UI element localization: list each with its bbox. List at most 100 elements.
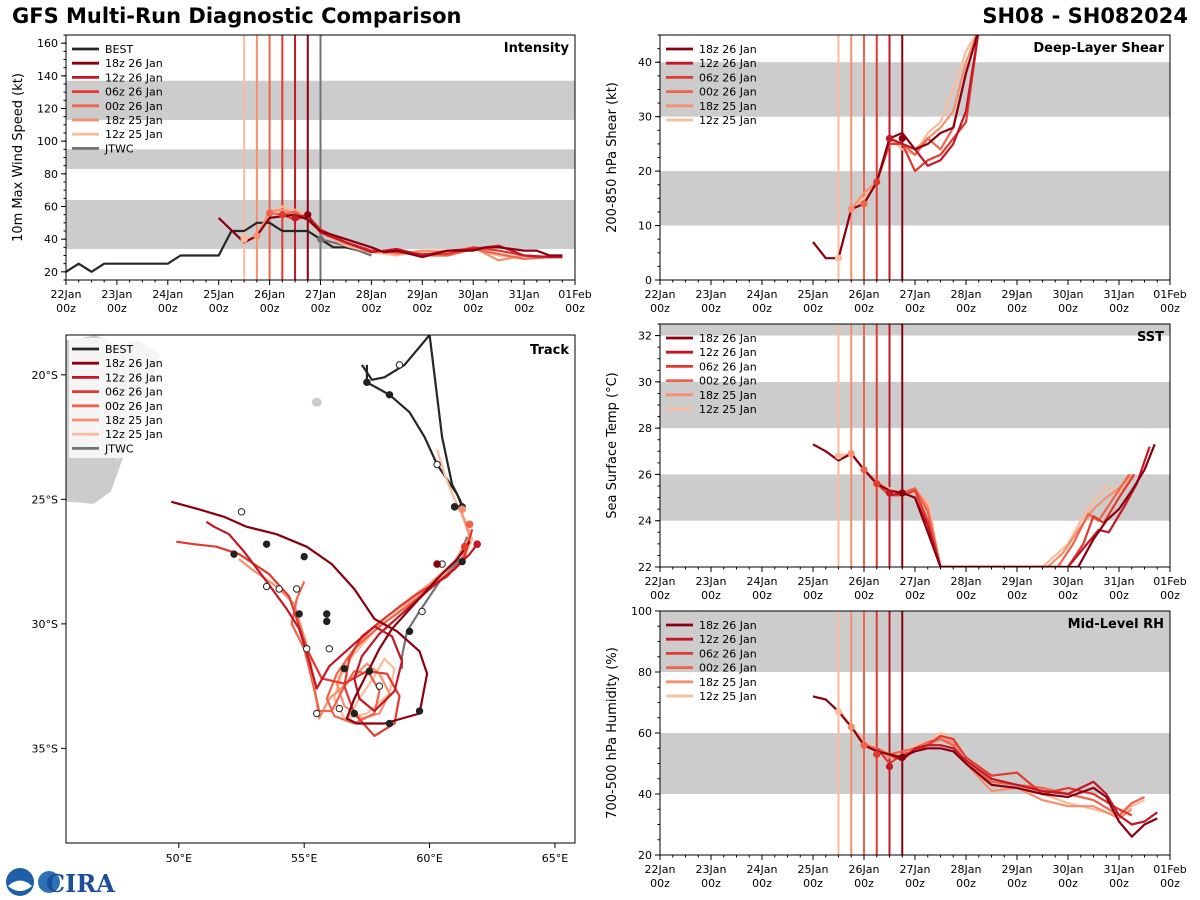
y-tick-label: 32 [638, 330, 652, 343]
marker-18z-26-jan [898, 489, 906, 497]
legend-background [69, 338, 177, 458]
legend-label-12z-26-jan: 12z 26 Jan [699, 346, 757, 359]
marker-06z-26-jan [873, 750, 881, 758]
track-06z-26-jan [176, 528, 474, 738]
x-tick-label-hour: 00z [412, 302, 432, 315]
x-tick-label-date: 28Jan [951, 863, 982, 876]
cira-globe-icon [38, 871, 60, 893]
y-tick-label: 140 [37, 70, 58, 83]
track-point [292, 585, 301, 593]
track-point [418, 607, 426, 616]
x-tick-label-date: 25Jan [798, 575, 829, 588]
shaded-band-2 [660, 324, 1170, 336]
x-tick-label-hour: 00z [209, 302, 229, 315]
x-tick-label-date: 30Jan [1053, 863, 1084, 876]
series-18z-26-jan [217, 213, 563, 259]
y-tick-label: 80 [44, 168, 58, 181]
legend-label-00z-26-jan: 00z 26 Jan [699, 662, 757, 675]
marker-12z-25-jan [834, 708, 843, 716]
x-tick-label-hour: 00z [956, 877, 976, 890]
x-tick-label-hour: 00z [650, 302, 670, 315]
marker-12z-26-jan [885, 762, 894, 771]
x-tick-label-hour: 00z [1109, 589, 1129, 602]
marker-12z-26-jan [885, 134, 894, 143]
y-axis-label: 700-500 hPa Humidity (%) [605, 647, 620, 819]
x-tick-label: 65°E [542, 852, 568, 865]
x-tick-label-date: 25Jan [798, 288, 829, 301]
x-tick-label-hour: 00z [854, 589, 874, 602]
shaded-band-1 [660, 62, 1170, 117]
x-tick-label-hour: 00z [752, 302, 772, 315]
x-tick-label-date: 31Jan [1104, 863, 1135, 876]
track-init-18z-26-jan [433, 560, 441, 568]
track-00z-26-jan [290, 543, 469, 725]
legend-label-00z-26-jan: 00z 26 Jan [105, 100, 163, 113]
legend-label-18z-26-jan: 18z 26 Jan [699, 619, 757, 632]
marker-00z-26-jan [860, 741, 868, 749]
intensity-panel: 2040608010012014016022Jan00z23Jan00z24Ja… [11, 34, 592, 315]
y-tick-label: 30 [638, 111, 652, 124]
x-tick-label-date: 30Jan [458, 288, 489, 301]
track-point [323, 617, 331, 626]
x-tick-label-hour: 00z [1058, 589, 1078, 602]
panel-title: Deep-Layer Shear [1033, 41, 1164, 56]
x-tick-label-date: 29Jan [1002, 863, 1033, 876]
track-point [335, 704, 344, 713]
x-tick-label-date: 24Jan [152, 288, 183, 301]
x-tick-label-hour: 00z [650, 877, 670, 890]
marker-00z-26-jan [860, 200, 868, 208]
legend-label-18z-25-jan: 18z 25 Jan [105, 114, 163, 127]
y-axis-label: 10m Max Wind Speed (kt) [11, 73, 26, 242]
series-18z-26-jan [812, 695, 1158, 838]
y-tick-label: 30°S [32, 618, 58, 631]
x-tick-label-hour: 00z [701, 302, 721, 315]
x-tick-label-hour: 00z [1160, 877, 1180, 890]
y-axis-label: Sea Surface Temp (°C) [605, 372, 620, 519]
y-tick-label: 100 [631, 605, 652, 618]
x-tick-label-date: 29Jan [407, 288, 438, 301]
x-tick-label-date: 28Jan [356, 288, 387, 301]
track-point [458, 557, 466, 566]
track-point [300, 552, 308, 561]
x-tick-label-date: 23Jan [696, 575, 727, 588]
x-tick-label-date: 22Jan [645, 863, 676, 876]
marker-12z-25-jan [834, 452, 843, 460]
y-tick-label: 35°S [32, 742, 58, 755]
marker-18z-25-jan [847, 723, 855, 731]
y-tick-label: 10 [638, 220, 652, 233]
track-point [237, 508, 246, 516]
x-tick-label-date: 01Feb [1153, 575, 1186, 588]
x-tick-label-date: 29Jan [1002, 575, 1033, 588]
track-18z-25-jan [238, 506, 471, 720]
legend-label-18z-25-jan: 18z 25 Jan [699, 100, 757, 113]
x-tick-label-date: 31Jan [1104, 288, 1135, 301]
track-point [262, 582, 271, 591]
legend-label-12z-25-jan: 12z 25 Jan [699, 114, 757, 127]
x-tick-label-hour: 00z [803, 589, 823, 602]
x-tick-label-hour: 00z [56, 302, 76, 315]
legend-label-00z-26-jan: 00z 26 Jan [105, 400, 163, 413]
marker-18z-25-jan [847, 450, 855, 458]
marker-jtwc [316, 235, 325, 243]
y-tick-label: 20 [44, 266, 58, 279]
legend-label-18z-26-jan: 18z 26 Jan [699, 332, 757, 345]
x-tick-label-date: 24Jan [747, 575, 778, 588]
y-tick-label: 22 [638, 561, 652, 574]
x-tick-label-hour: 00z [1160, 589, 1180, 602]
legend-label-12z-26-jan: 12z 26 Jan [699, 633, 757, 646]
x-tick-label-hour: 00z [956, 589, 976, 602]
noaa-cira-logo: CIRA [6, 868, 115, 898]
track-point [363, 378, 371, 387]
legend-label-00z-26-jan: 00z 26 Jan [699, 86, 757, 99]
x-tick-label-hour: 00z [854, 877, 874, 890]
legend-label-12z-25-jan: 12z 25 Jan [699, 690, 757, 703]
marker-00z-26-jan [860, 466, 868, 474]
series-18z-25-jan [850, 726, 1133, 820]
legend-label-jtwc: JTWC [104, 142, 134, 155]
marker-12z-26-jan [291, 214, 299, 222]
shaded-band-1 [660, 381, 1170, 429]
track-point [325, 645, 333, 653]
x-tick-label-hour: 00z [701, 877, 721, 890]
